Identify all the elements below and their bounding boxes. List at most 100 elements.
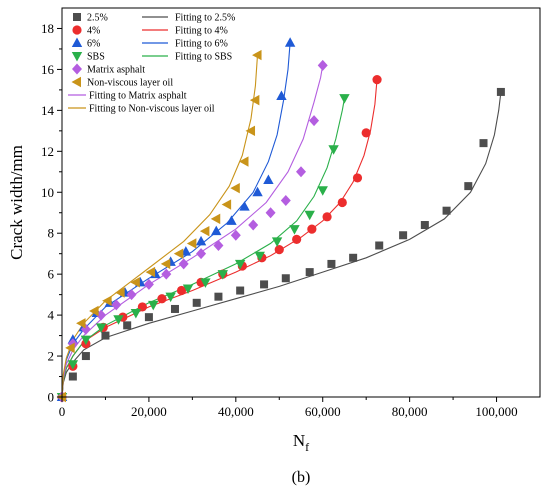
data-point-3	[165, 292, 176, 303]
data-point-5	[186, 238, 197, 249]
x-tick-label: 60,000	[305, 404, 341, 419]
legend-fit-label-4: Fitting to Matrix asphalt	[89, 91, 187, 102]
data-point-2	[252, 186, 263, 197]
fit-curve-0	[61, 91, 502, 398]
data-point-1	[176, 285, 187, 296]
data-point-3	[317, 186, 328, 196]
data-point-5	[199, 225, 210, 237]
data-point-5	[245, 125, 256, 137]
data-point-4	[143, 278, 154, 290]
data-point-3	[148, 300, 159, 311]
y-tick-label: 0	[48, 390, 55, 405]
data-point-0	[496, 87, 505, 96]
data-point-3	[95, 323, 107, 333]
data-point-4	[317, 59, 328, 71]
data-point-3	[200, 278, 211, 288]
fit-curve-5	[61, 55, 259, 398]
data-point-5	[89, 305, 99, 317]
data-point-5	[239, 156, 249, 167]
data-point-0	[349, 253, 358, 262]
fit-curve-2	[61, 42, 291, 398]
data-point-1	[352, 173, 363, 183]
y-tick-label: 2	[48, 349, 55, 364]
y-tick-label: 4	[48, 308, 55, 323]
data-point-3	[271, 237, 283, 247]
data-point-4	[213, 239, 224, 251]
data-point-5	[230, 182, 240, 194]
data-point-2	[284, 37, 296, 47]
data-point-1	[157, 294, 167, 304]
data-point-4	[280, 194, 291, 206]
data-point-2	[263, 174, 274, 184]
data-point-1	[292, 234, 302, 244]
y-tick-label: 8	[48, 226, 55, 241]
legend-label-2: 6%	[87, 39, 100, 50]
x-tick-label: 80,000	[392, 404, 428, 419]
data-point-0	[442, 206, 451, 215]
data-point-5	[145, 266, 156, 278]
legend-marker-4	[72, 63, 82, 75]
data-point-2	[276, 90, 287, 101]
legend-marker-2	[71, 37, 83, 47]
legend-label-3: SBS	[87, 52, 105, 63]
axis-ticks: 0 20,000 40,000 60,000 80,000 100,000 0 2 4 6 8 10 1…	[41, 21, 518, 419]
data-point-4	[265, 207, 276, 219]
data-point-0	[260, 280, 269, 289]
x-tick-label: 0	[59, 404, 66, 419]
data-point-4	[161, 268, 172, 280]
legend-marker-3	[71, 52, 83, 62]
legend-label-4: Matrix asphalt	[87, 65, 145, 76]
data-point-0	[123, 321, 132, 330]
data-point-3	[217, 270, 228, 280]
data-point-5	[115, 287, 125, 298]
data-point-2	[211, 225, 222, 236]
fit-curve-4	[61, 65, 324, 398]
data-point-3	[328, 145, 339, 155]
data-point-0	[144, 313, 153, 322]
data-point-1	[274, 244, 284, 255]
legend-marker-5	[71, 76, 81, 88]
fit-curve-1	[61, 79, 378, 398]
data-point-3	[234, 259, 246, 270]
data-point-1	[322, 212, 332, 222]
data-point-0	[479, 139, 488, 148]
data-point-5	[221, 199, 232, 210]
legend-label-0: 2.5%	[87, 13, 108, 24]
data-markers	[56, 37, 505, 403]
data-point-5	[252, 49, 262, 61]
data-point-0	[399, 231, 408, 240]
y-tick-label: 16	[41, 62, 55, 77]
data-point-5	[130, 277, 140, 288]
data-point-0	[464, 182, 473, 191]
data-point-4	[248, 219, 259, 231]
legend-label-1: 4%	[87, 26, 100, 37]
data-point-3	[182, 284, 194, 294]
data-point-4	[96, 309, 107, 321]
y-axis-title: Crack width/mm	[7, 145, 26, 260]
data-point-3	[339, 94, 350, 104]
legend-label-5: Non-viscous layer oil	[87, 78, 173, 89]
data-point-4	[126, 289, 137, 301]
x-axis-title-main: N	[293, 431, 305, 450]
data-point-5	[65, 342, 75, 354]
legend-fit-label-1: Fitting to 4%	[175, 26, 228, 37]
data-point-0	[305, 268, 314, 277]
y-tick-label: 18	[41, 21, 54, 36]
legend-fit-label-2: Fitting to 6%	[175, 39, 228, 50]
fit-curve-3	[61, 98, 346, 398]
data-point-0	[101, 331, 110, 340]
data-point-1	[337, 197, 347, 208]
legend-fit-label-3: Fitting to SBS	[175, 52, 232, 63]
data-point-2	[226, 215, 237, 225]
y-tick-label: 10	[41, 185, 54, 200]
data-point-4	[178, 258, 189, 270]
data-point-0	[170, 304, 179, 313]
data-point-4	[111, 299, 122, 311]
data-point-5	[210, 213, 221, 225]
legend-fit-label-0: Fitting to 2.5%	[175, 13, 235, 24]
data-point-4	[196, 248, 207, 260]
x-tick-label: 40,000	[218, 404, 254, 419]
data-point-1	[361, 128, 371, 138]
data-point-4	[230, 229, 241, 241]
